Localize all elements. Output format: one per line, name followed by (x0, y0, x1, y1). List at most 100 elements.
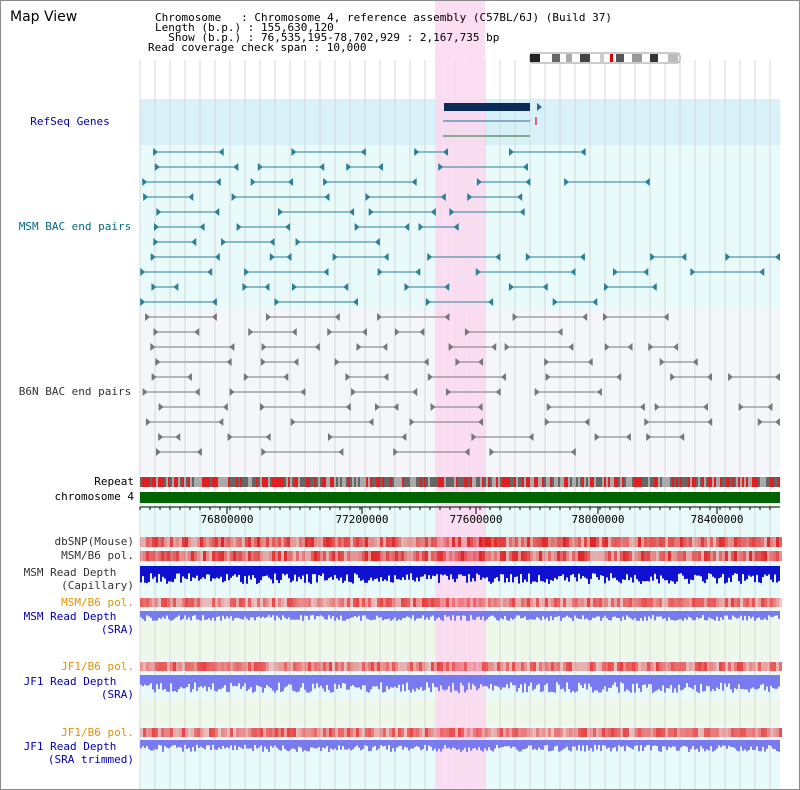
msm-b6-pol-sra-label[interactable]: MSM/B6 pol. (61, 596, 134, 609)
msm-bac-pair-end (295, 238, 301, 246)
jf1-depth-trimmed-bar (492, 740, 494, 752)
msm-bac-pair-end (319, 163, 325, 171)
jf1-b6-pol-strip (428, 662, 431, 671)
msm-depth-capillary-bar (448, 566, 450, 580)
msm-depth-capillary-bar (144, 566, 146, 583)
msm-depth-capillary-bar (464, 566, 466, 576)
repeat-segment (308, 477, 310, 487)
msm-depth-capillary-bar (424, 566, 426, 575)
jf1-depth-trimmed-bar (350, 740, 352, 751)
repeat-segment (180, 477, 182, 487)
jf1-depth-sra-bar (314, 675, 316, 689)
jf1-b6-pol-strip (665, 662, 668, 671)
jf1-b6-pol-strip (659, 662, 662, 671)
msm-b6-pol-sra-strip (689, 598, 692, 607)
jf1-depth-trimmed-bar (186, 740, 188, 750)
msm-bac-end-pairs-label[interactable]: MSM BAC end pairs (18, 220, 132, 233)
jf1-depth-trimmed-bar (488, 740, 490, 748)
msm-depth-capillary-bar (286, 566, 288, 574)
repeat-segment (262, 477, 264, 487)
jf1-depth-trimmed-bar (614, 740, 616, 747)
jf1-b6-pol-trimmed-label[interactable]: JF1/B6 pol. (61, 726, 134, 739)
dbsnp-strip (218, 537, 221, 547)
msm-depth-capillary-bar (254, 566, 256, 579)
chromosome-label[interactable]: chromosome 4 (54, 490, 134, 503)
msm-b6-pol-strip (575, 551, 578, 561)
msm-read-depth-capillary-label[interactable]: MSM Read Depth (23, 566, 117, 579)
repeat-segment (286, 477, 288, 487)
msm-bac-pair-end (522, 163, 528, 171)
b6n-bac-pair-end (261, 448, 267, 456)
jf1-b6-pol-strip (542, 662, 545, 671)
jf1-b6-pol-trimmed-strip (365, 728, 368, 737)
dbsnp-strip (467, 537, 470, 547)
msm-depth-sra-bar (674, 611, 676, 621)
jf1-b6-pol-trimmed-strip (269, 728, 272, 737)
msm-depth-sra-bar (222, 611, 224, 616)
msm-depth-sra-bar (292, 611, 294, 620)
msm-depth-capillary-bar (312, 566, 314, 575)
msm-depth-capillary-bar (242, 566, 244, 584)
jf1-depth-trimmed-bar (484, 740, 486, 749)
b6n-bac-end-pairs-label[interactable]: B6N BAC end pairs (18, 385, 132, 398)
repeat-segment (396, 477, 398, 487)
msm-bac-pair-end (142, 178, 148, 186)
msm-depth-sra-bar (420, 611, 422, 619)
msm-b6-pol-strip (503, 551, 506, 561)
jf1-b6-pol-trimmed-strip (617, 728, 620, 737)
msm-depth-sra-bar (710, 611, 712, 619)
dbsnp-strip (653, 537, 656, 547)
jf1-depth-trimmed-bar (594, 740, 596, 745)
jf1-depth-trimmed-bar (588, 740, 590, 751)
msm-b6-pol-strip (161, 551, 164, 561)
dbsnp-strip (512, 537, 515, 547)
jf1-depth-trimmed-bar (490, 740, 492, 751)
repeat-segment (762, 477, 764, 487)
msm-depth-sra-bar (202, 611, 204, 616)
msm-depth-capillary-bar (310, 566, 312, 584)
b6n-bac-pair-end (327, 433, 333, 441)
jf1-depth-trimmed-bar (234, 740, 236, 746)
jf1-depth-sra-bar (346, 675, 348, 690)
repeat-segment (218, 477, 220, 487)
dbsnp-strip (686, 537, 689, 547)
jf1-read-depth-trimmed-label[interactable]: JF1 Read Depth (23, 740, 117, 753)
msm-b6-pol-strip (779, 551, 782, 561)
msm-read-depth-sra-label[interactable]: MSM Read Depth (23, 610, 117, 623)
msm-b6-pol-strip (260, 551, 263, 561)
jf1-depth-trimmed-bar (742, 740, 744, 751)
jf1-b6-pol-trimmed-strip (386, 728, 389, 737)
msm-depth-capillary-bar (146, 566, 148, 584)
dbsnp-strip (758, 537, 761, 547)
msm-bac-pair-end (291, 283, 297, 291)
msm-bac-pair-end (690, 268, 696, 276)
msm-depth-capillary-bar (726, 566, 728, 583)
dbsnp-strip (764, 537, 767, 547)
jf1-depth-trimmed-bar (376, 740, 378, 751)
jf1-depth-sra-bar (748, 675, 750, 693)
msm-depth-sra-bar (172, 611, 174, 620)
msm-b6-pol-label[interactable]: MSM/B6 pol. (61, 549, 134, 562)
msm-b6-pol-sra-strip (416, 598, 419, 607)
jf1-b6-pol-strip (230, 662, 233, 671)
jf1-b6-pol-strip (146, 662, 149, 671)
refseq-genes-label[interactable]: RefSeq Genes (30, 115, 110, 128)
repeat-label[interactable]: Repeat (94, 475, 134, 488)
repeat-segment (258, 477, 260, 487)
msm-depth-capillary-bar (612, 566, 614, 579)
jf1-read-depth-sra-label[interactable]: JF1 Read Depth (23, 675, 117, 688)
dbsnp-label[interactable]: dbSNP(Mouse) (54, 535, 134, 548)
jf1-depth-trimmed-bar (394, 740, 396, 752)
msm-depth-capillary-bar (710, 566, 712, 575)
jf1-b6-pol-label[interactable]: JF1/B6 pol. (61, 660, 134, 673)
msm-depth-capillary-bar (572, 566, 574, 575)
dbsnp-strip (734, 537, 737, 547)
msm-depth-sra-bar (656, 611, 658, 617)
msm-bac-pair-end (542, 283, 548, 291)
repeat-segment (232, 477, 234, 487)
msm-depth-sra-bar (334, 611, 336, 621)
repeat-segment (440, 477, 442, 487)
msm-b6-pol-strip (458, 551, 461, 561)
refseq-gene-block (444, 103, 530, 111)
